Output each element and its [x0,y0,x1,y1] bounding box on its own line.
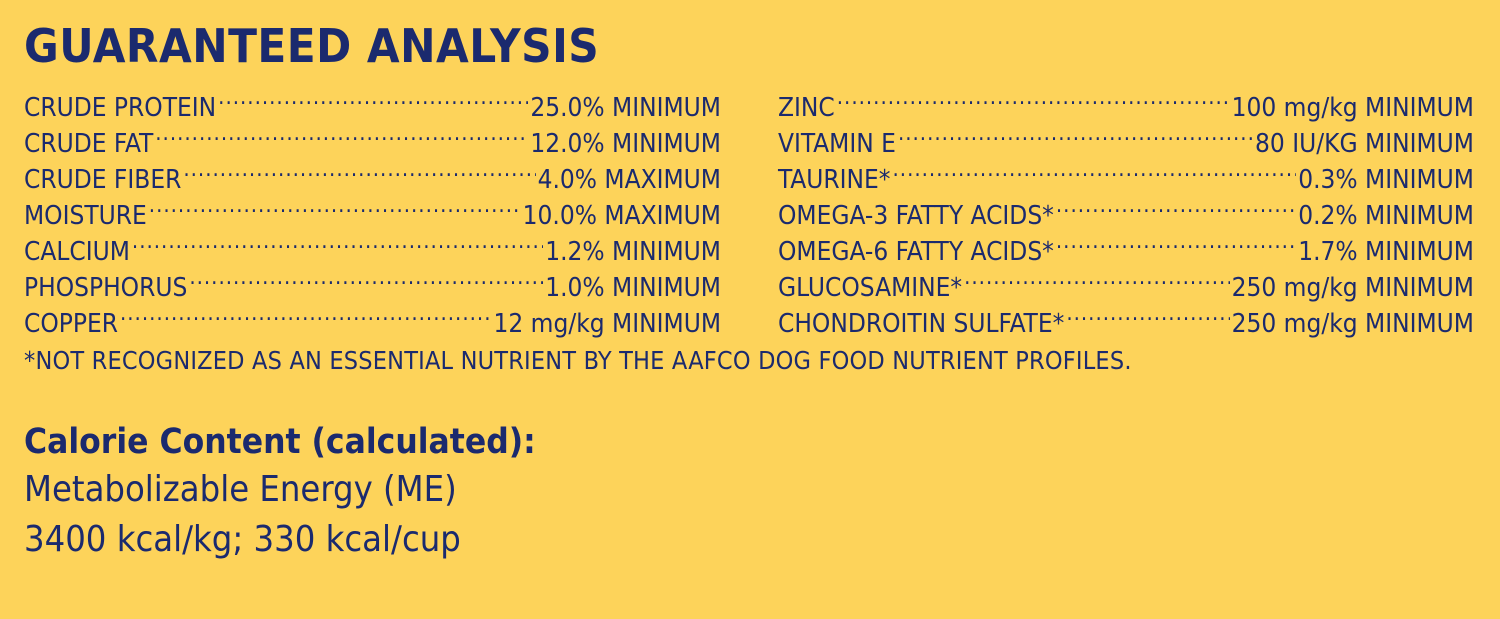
dot-leader [155,116,528,152]
dot-leader [893,152,1297,188]
dot-leader [189,260,543,296]
dot-leader [964,260,1230,296]
nutrient-value: 0.2% MINIMUM [1298,201,1474,231]
nutrient-name: ZINC [778,93,835,123]
nutrient-row: CRUDE FIBER 4.0% MAXIMUM [24,152,721,195]
dot-leader [1056,188,1296,224]
nutrient-value: 250 mg/kg MINIMUM [1231,309,1474,339]
analysis-columns: CRUDE PROTEIN 25.0% MINIMUM CRUDE FAT 12… [24,80,1474,339]
dot-leader [120,296,492,332]
calorie-energy-value: 3400 kcal/kg; 330 kcal/cup [24,519,461,560]
nutrient-name: CRUDE FAT [24,129,154,159]
nutrient-row: CRUDE FAT 12.0% MINIMUM [24,116,721,159]
nutrient-row: OMEGA-6 FATTY ACIDS* 1.7% MINIMUM [778,224,1474,267]
nutrient-value: 25.0% MINIMUM [530,93,721,123]
calorie-heading: Calorie Content (calculated): [24,422,536,462]
dot-leader [183,152,535,188]
footnote: *NOT RECOGNIZED AS AN ESSENTIAL NUTRIENT… [24,346,1132,375]
nutrient-row: OMEGA-3 FATTY ACIDS* 0.2% MINIMUM [778,188,1474,231]
nutrient-name: GLUCOSAMINE* [778,273,963,303]
nutrient-row: CALCIUM 1.2% MINIMUM [24,224,721,267]
nutrient-name: MOISTURE [24,201,147,231]
nutrient-value: 1.2% MINIMUM [545,237,721,267]
dot-leader [132,224,543,260]
nutrient-value: 0.3% MINIMUM [1298,165,1474,195]
nutrient-value: 10.0% MAXIMUM [522,201,721,231]
nutrient-row: CHONDROITIN SULFATE* 250 mg/kg MINIMUM [778,296,1474,339]
dot-leader [837,80,1230,116]
nutrient-value: 250 mg/kg MINIMUM [1231,273,1474,303]
calorie-energy-label: Metabolizable Energy (ME) [24,469,457,510]
dot-leader [1056,224,1296,260]
nutrient-name: OMEGA-3 FATTY ACIDS* [778,201,1054,231]
nutrient-value: 100 mg/kg MINIMUM [1231,93,1474,123]
nutrient-value: 4.0% MAXIMUM [537,165,721,195]
nutrient-value: 12 mg/kg MINIMUM [493,309,722,339]
nutrient-row: CRUDE PROTEIN 25.0% MINIMUM [24,80,721,123]
page-title: GUARANTEED ANALYSIS [24,19,600,73]
nutrient-value: 12.0% MINIMUM [530,129,721,159]
dot-leader [1066,296,1229,332]
left-column: CRUDE PROTEIN 25.0% MINIMUM CRUDE FAT 12… [24,80,721,339]
nutrient-row: TAURINE* 0.3% MINIMUM [778,152,1474,195]
dot-leader [898,116,1253,152]
nutrient-row: ZINC 100 mg/kg MINIMUM [778,80,1474,123]
nutrient-value: 1.7% MINIMUM [1298,237,1474,267]
dot-leader [218,80,528,116]
nutrient-row: VITAMIN E 80 IU/KG MINIMUM [778,116,1474,159]
nutrient-name: COPPER [24,309,118,339]
nutrient-row: MOISTURE 10.0% MAXIMUM [24,188,721,231]
dot-leader [149,188,521,224]
nutrient-name: VITAMIN E [778,129,896,159]
nutrient-row: GLUCOSAMINE* 250 mg/kg MINIMUM [778,260,1474,303]
nutrient-name: CALCIUM [24,237,130,267]
nutrient-name: CHONDROITIN SULFATE* [778,309,1065,339]
nutrient-row: COPPER 12 mg/kg MINIMUM [24,296,721,339]
nutrient-name: TAURINE* [778,165,891,195]
right-column: ZINC 100 mg/kg MINIMUM VITAMIN E 80 IU/K… [778,80,1474,339]
nutrient-row: PHOSPHORUS 1.0% MINIMUM [24,260,721,303]
nutrient-value: 1.0% MINIMUM [545,273,721,303]
